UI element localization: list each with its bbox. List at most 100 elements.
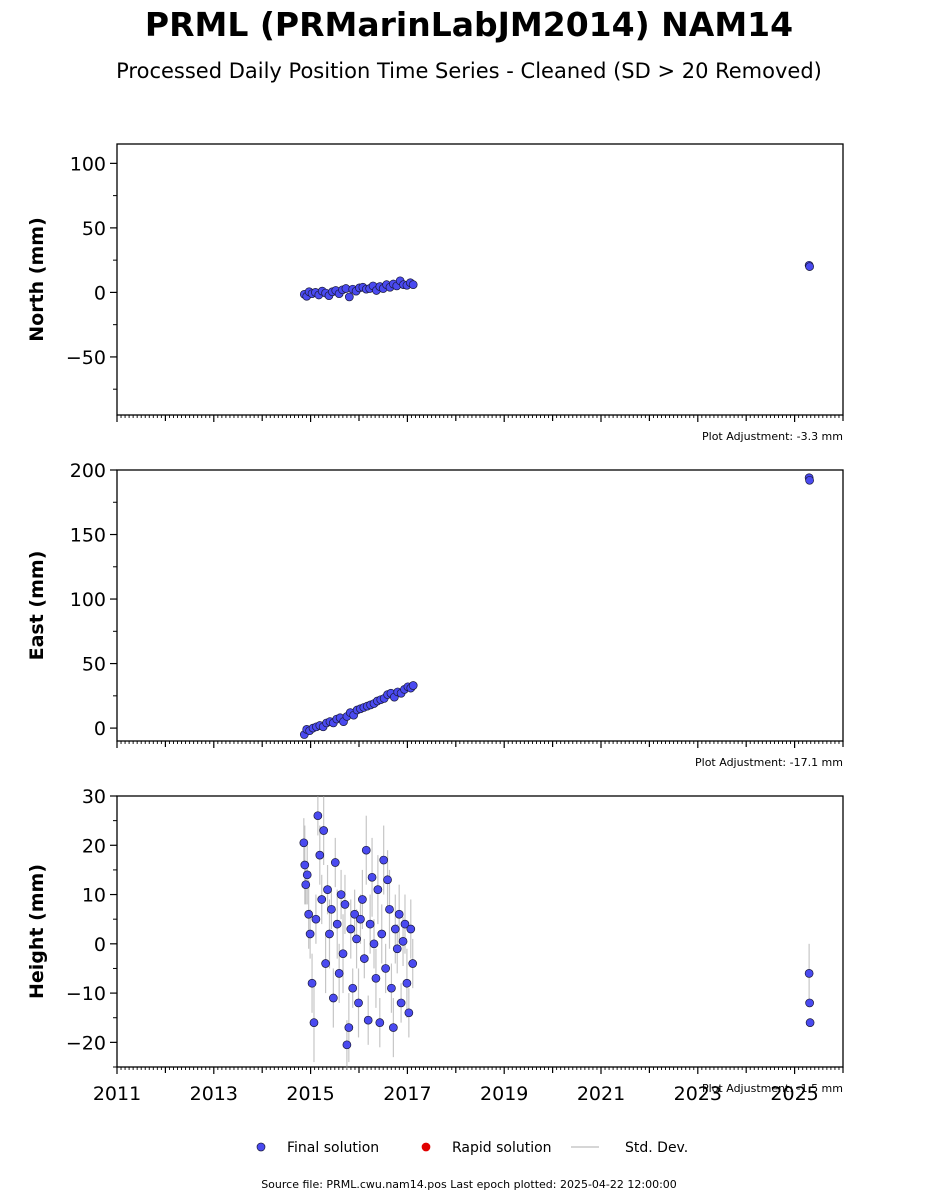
final-solution-point bbox=[319, 826, 329, 835]
final-solution-point bbox=[342, 1040, 352, 1050]
final-solution-point bbox=[313, 811, 323, 821]
final-solution-point bbox=[390, 924, 400, 934]
final-solution-point bbox=[328, 993, 338, 1003]
final-solution-point bbox=[392, 944, 402, 954]
chart-subtitle: Processed Daily Position Time Series - C… bbox=[116, 59, 822, 83]
final-solution-point bbox=[325, 929, 334, 939]
y-axis-label: East (mm) bbox=[26, 551, 48, 661]
panel-0: −50 0 50 100 North (mm) Plot Adjustment: -3.3… bbox=[26, 143, 844, 443]
final-solution-point bbox=[400, 919, 410, 929]
final-solution-point bbox=[340, 900, 350, 909]
x-tick-label: 2015 bbox=[286, 1083, 334, 1105]
panel-2: −20 −10 0 10 20 30 2011 2013 2015 2017 2019 2021 202… bbox=[26, 786, 844, 1105]
x-tick-label: 2021 bbox=[577, 1083, 625, 1105]
legend: Final solution Rapid solution Std. Dev. bbox=[256, 1140, 688, 1156]
panel-frame bbox=[116, 795, 844, 1068]
panel-frame bbox=[116, 469, 844, 742]
final-solution-point bbox=[365, 919, 375, 929]
final-solution-point bbox=[315, 850, 325, 860]
final-solution-point bbox=[354, 998, 363, 1008]
y-tick-label: −10 bbox=[66, 983, 106, 1005]
final-solution-point bbox=[394, 909, 404, 919]
final-solution-point bbox=[367, 872, 377, 882]
y-axis-label: North (mm) bbox=[26, 217, 48, 342]
final-solution-point bbox=[330, 858, 340, 867]
final-solution-point bbox=[406, 924, 416, 934]
final-solution-point bbox=[805, 262, 814, 271]
final-solution-point bbox=[377, 929, 387, 939]
final-solution-point bbox=[334, 969, 344, 978]
final-solution-point bbox=[302, 870, 312, 880]
final-solution-point bbox=[305, 929, 315, 939]
y-tick-label: 100 bbox=[70, 153, 106, 175]
final-solution-point bbox=[344, 1023, 354, 1032]
final-solution-point bbox=[359, 954, 369, 963]
plot-adjustment-note: Plot Adjustment: -17.1 mm bbox=[695, 756, 843, 769]
final-solution-point bbox=[402, 978, 412, 988]
legend-marker-0 bbox=[256, 1142, 266, 1152]
final-solution-point bbox=[379, 855, 389, 865]
final-solution-point bbox=[805, 998, 814, 1008]
final-solution-point bbox=[311, 914, 321, 924]
y-tick-label: 0 bbox=[94, 282, 106, 304]
final-solution-point bbox=[387, 983, 396, 993]
final-solution-point bbox=[389, 1023, 398, 1032]
y-tick-label: −50 bbox=[66, 347, 106, 369]
legend-marker-1 bbox=[421, 1142, 431, 1152]
final-solution-point bbox=[350, 909, 359, 919]
legend-label-2: Std. Dev. bbox=[625, 1140, 688, 1156]
final-solution-point bbox=[358, 895, 367, 904]
source-footer: Source file: PRML.cwu.nam14.pos Last epo… bbox=[261, 1178, 677, 1191]
x-tick-label: 2013 bbox=[190, 1083, 238, 1105]
final-solution-point bbox=[805, 1018, 815, 1028]
final-solution-point bbox=[304, 909, 314, 919]
y-tick-label: 50 bbox=[82, 654, 106, 676]
y-tick-label: 50 bbox=[82, 218, 106, 240]
final-solution-point bbox=[408, 681, 418, 690]
final-solution-point bbox=[383, 875, 392, 885]
final-solution-point bbox=[404, 1008, 414, 1018]
y-tick-label: 20 bbox=[82, 835, 106, 857]
final-solution-point bbox=[346, 924, 356, 934]
final-solution-point bbox=[300, 860, 310, 870]
legend-label-0: Final solution bbox=[287, 1140, 379, 1156]
y-tick-label: −20 bbox=[66, 1032, 106, 1054]
final-solution-point bbox=[356, 914, 365, 924]
y-tick-label: 30 bbox=[82, 786, 106, 808]
panel-1: 0 50 100 150 200 East (mm) Plot Adjustment: -1… bbox=[26, 460, 844, 769]
x-tick-label: 2019 bbox=[480, 1083, 528, 1105]
final-solution-point bbox=[338, 949, 348, 959]
final-solution-point bbox=[352, 934, 361, 944]
legend-label-1: Rapid solution bbox=[452, 1140, 552, 1156]
final-solution-point bbox=[363, 1015, 373, 1025]
y-tick-label: 200 bbox=[70, 460, 106, 482]
final-solution-point bbox=[408, 280, 418, 290]
y-axis-label: Height (mm) bbox=[26, 864, 48, 999]
panel-frame bbox=[116, 143, 844, 416]
final-solution-point bbox=[398, 937, 408, 946]
y-tick-label: 150 bbox=[70, 525, 106, 547]
final-solution-point bbox=[369, 939, 379, 949]
y-tick-label: 100 bbox=[70, 589, 106, 611]
final-solution-point bbox=[373, 885, 383, 894]
y-tick-label: 10 bbox=[82, 885, 106, 907]
final-solution-point bbox=[321, 959, 330, 968]
final-solution-point bbox=[804, 969, 814, 978]
plot-adjustment-note: Plot Adjustment: -1.5 mm bbox=[702, 1082, 843, 1095]
final-solution-point bbox=[336, 890, 346, 899]
final-solution-point bbox=[309, 1018, 319, 1028]
final-solution-point bbox=[371, 973, 381, 983]
x-tick-label: 2023 bbox=[674, 1083, 722, 1105]
final-solution-point bbox=[323, 885, 332, 894]
plot-adjustment-note: Plot Adjustment: -3.3 mm bbox=[702, 430, 843, 443]
x-tick-label: 2011 bbox=[93, 1083, 141, 1105]
final-solution-point bbox=[307, 978, 317, 988]
final-solution-point bbox=[327, 904, 336, 914]
chart-title: PRML (PRMarinLabJM2014) NAM14 bbox=[145, 5, 793, 44]
final-solution-point bbox=[317, 895, 327, 904]
final-solution-point bbox=[381, 964, 390, 973]
final-solution-point bbox=[301, 880, 311, 890]
final-solution-point bbox=[396, 998, 406, 1008]
final-solution-point bbox=[332, 919, 342, 929]
